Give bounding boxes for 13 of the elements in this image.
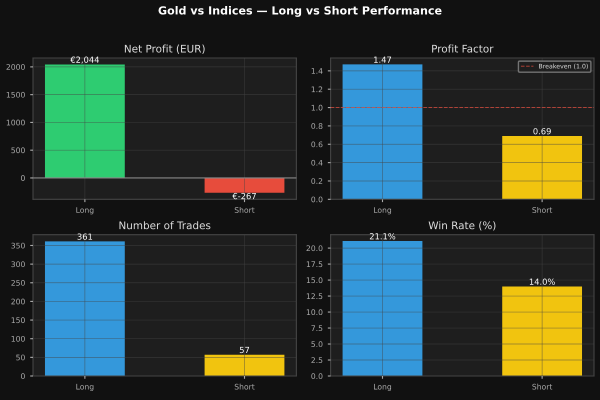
chart-title: Net Profit (EUR) <box>124 44 205 54</box>
chart-title: Number of Trades <box>119 221 210 230</box>
data-label: 0.69 <box>533 128 551 134</box>
chart-title: Profit Factor <box>432 44 494 53</box>
data-label: 57 <box>240 346 250 354</box>
data-label: €-267 <box>232 192 256 200</box>
chart-title: Win Rate (%) <box>428 221 496 230</box>
data-label: 1.47 <box>374 56 392 63</box>
data-label: 14.0% <box>530 278 555 285</box>
data-label: €2,044 <box>70 56 99 64</box>
data-label: 21.1% <box>370 233 396 240</box>
text: Gold vs Indices — Long vs Short Performance <box>158 6 442 17</box>
data-label: 361 <box>78 233 92 240</box>
